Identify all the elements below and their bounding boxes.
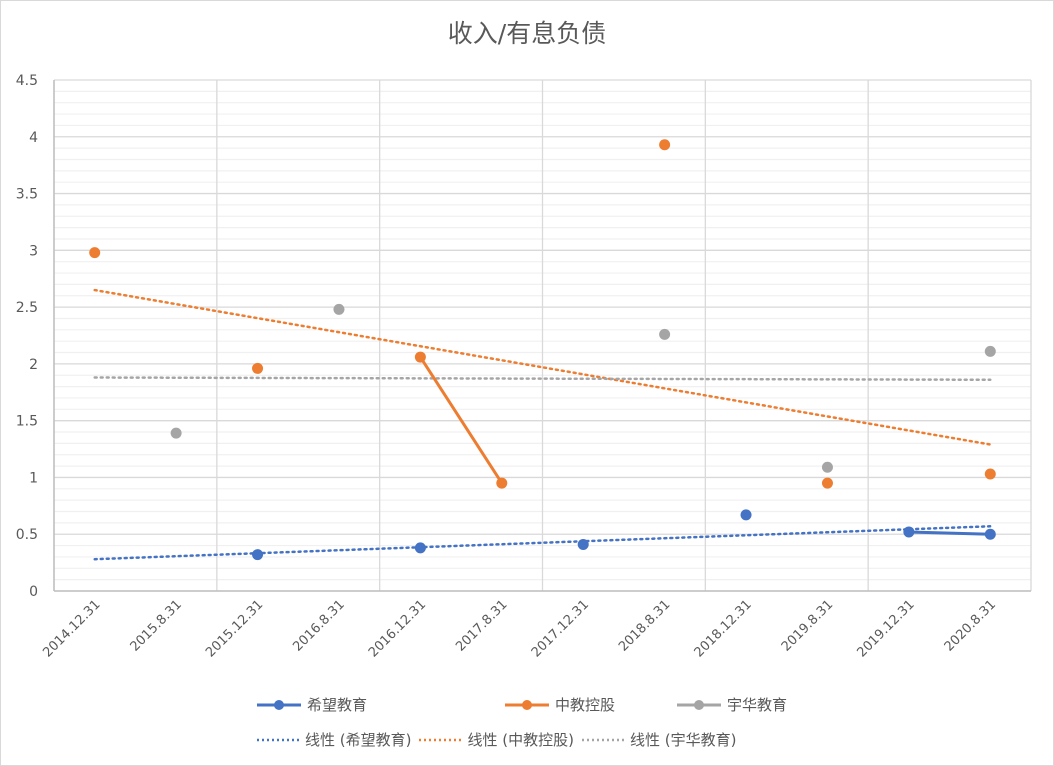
legend-label: 中教控股 (555, 696, 616, 714)
data-point[interactable] (252, 362, 264, 374)
gray-line-marker-icon (677, 699, 721, 710)
x-tick-label: 2018.8.31 (616, 597, 673, 654)
plot-area: 0 0.5 1 1.5 2 2.5 3 3.5 4 4.5 2014.12.31 2015.8.31 2… (16, 73, 1032, 660)
y-tick-label: 2 (29, 357, 38, 373)
legend-item-xiwang[interactable]: 希望教育 (255, 694, 481, 715)
orange-dotted-line-icon (419, 738, 462, 741)
data-point[interactable] (496, 477, 508, 489)
legend-label: 线性 (中教控股) (467, 731, 574, 749)
x-tick-label: 2018.12.31 (692, 597, 755, 660)
x-tick-label: 2014.12.31 (40, 597, 103, 660)
trendline (93, 376, 992, 382)
x-tick-label: 2020.8.31 (942, 597, 999, 654)
y-tick-label: 4.5 (16, 73, 38, 89)
y-tick-label: 4 (29, 130, 38, 146)
y-tick-label: 3.5 (16, 187, 38, 203)
chart-title: 收入/有息负债 (447, 19, 607, 48)
legend-label: 线性 (宇华教育) (629, 731, 737, 749)
trendline (93, 288, 992, 446)
legend-row-series: 希望教育 中教控股 宇华教育 (255, 694, 809, 715)
data-point[interactable] (984, 468, 996, 480)
data-point[interactable] (903, 526, 915, 538)
y-tick-label: 0.5 (16, 527, 38, 543)
data-point[interactable] (659, 139, 671, 151)
x-tick-label: 2016.8.31 (290, 597, 347, 654)
series-line (419, 356, 504, 484)
legend-item-zhongjiao[interactable]: 中教控股 (503, 694, 653, 715)
y-tick-label: 3 (29, 243, 38, 259)
data-point[interactable] (984, 345, 996, 357)
data-point[interactable] (984, 528, 996, 540)
gray-dotted-line-icon (581, 738, 624, 741)
data-point[interactable] (740, 509, 752, 521)
x-tick-label: 2019.12.31 (854, 597, 917, 660)
x-tick-label: 2017.8.31 (453, 597, 510, 654)
x-tick-label: 2017.12.31 (529, 597, 592, 660)
legend-item-trend-xiwang[interactable]: 线性 (希望教育) (255, 729, 411, 750)
x-tick-label: 2016.12.31 (366, 597, 429, 660)
data-point[interactable] (252, 549, 264, 561)
blue-dotted-line-icon (257, 738, 299, 741)
data-point[interactable] (170, 427, 182, 439)
data-point[interactable] (414, 351, 426, 363)
x-tick-label: 2015.8.31 (128, 597, 185, 654)
data-point[interactable] (659, 328, 671, 340)
y-tick-label: 1.5 (16, 414, 38, 430)
legend-label: 希望教育 (307, 696, 368, 714)
legend-item-trend-yuhua[interactable]: 线性 (宇华教育) (580, 729, 736, 750)
blue-line-marker-icon (257, 699, 301, 710)
legend-item-trend-zhongjiao[interactable]: 线性 (中教控股) (417, 729, 574, 750)
data-point[interactable] (577, 538, 589, 550)
legend-item-yuhua[interactable]: 宇华教育 (675, 694, 787, 715)
data-point[interactable] (821, 461, 833, 473)
y-tick-label: 2.5 (16, 300, 38, 316)
data-point[interactable] (821, 477, 833, 489)
series-line (908, 530, 991, 536)
orange-line-marker-icon (505, 699, 549, 710)
y-tick-label: 1 (29, 470, 38, 486)
legend-row-trendlines: 线性 (希望教育) 线性 (中教控股) 线性 (宇华教育) (255, 729, 758, 750)
data-point[interactable] (89, 247, 101, 259)
x-tick-label: 2015.12.31 (203, 597, 266, 660)
trendline (93, 525, 992, 561)
data-point[interactable] (414, 542, 426, 554)
x-tick-label: 2019.8.31 (779, 597, 836, 654)
data-point[interactable] (333, 303, 345, 315)
legend-label: 线性 (希望教育) (305, 731, 412, 749)
legend-label: 宇华教育 (727, 696, 788, 714)
y-tick-label: 0 (29, 584, 38, 600)
